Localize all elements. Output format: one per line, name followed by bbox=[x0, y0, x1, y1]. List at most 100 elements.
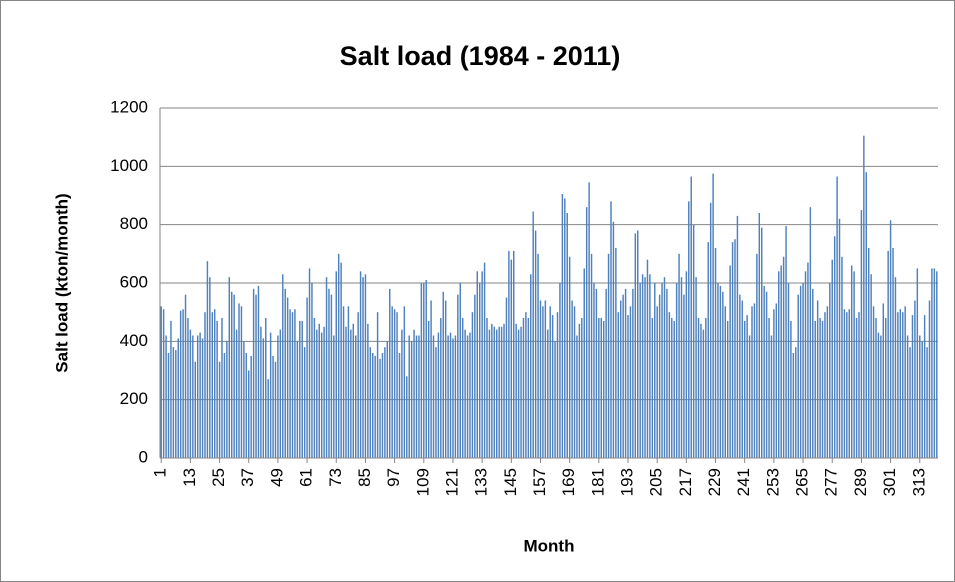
x-axis-label: Month bbox=[524, 536, 575, 555]
bar bbox=[357, 312, 359, 458]
x-tick-label: 61 bbox=[297, 468, 316, 487]
bar bbox=[865, 172, 868, 458]
bar bbox=[554, 341, 556, 458]
bar bbox=[432, 335, 435, 458]
bar bbox=[816, 300, 819, 458]
bar bbox=[931, 268, 933, 458]
bar bbox=[469, 332, 471, 458]
bar bbox=[162, 309, 165, 458]
bar bbox=[160, 306, 162, 458]
bar bbox=[695, 277, 697, 458]
bar bbox=[257, 285, 260, 458]
bar bbox=[240, 306, 243, 458]
y-axis-label: Salt load (kton/month) bbox=[52, 193, 71, 372]
bar bbox=[522, 318, 525, 458]
bar bbox=[301, 320, 303, 458]
bar bbox=[230, 291, 233, 458]
bar bbox=[279, 329, 282, 458]
bar bbox=[474, 294, 476, 458]
x-tick-label: 181 bbox=[588, 468, 607, 496]
bar bbox=[785, 226, 787, 458]
bar bbox=[170, 320, 172, 458]
bar bbox=[255, 294, 257, 458]
bar bbox=[741, 300, 744, 458]
bar bbox=[802, 283, 804, 458]
bar bbox=[372, 353, 374, 458]
bar bbox=[714, 248, 717, 458]
bar bbox=[369, 347, 372, 458]
bar bbox=[571, 300, 573, 458]
bar bbox=[488, 329, 491, 458]
x-tick-label: 121 bbox=[442, 468, 461, 496]
bar bbox=[724, 306, 726, 458]
bar bbox=[391, 306, 393, 458]
bar bbox=[410, 341, 413, 458]
bar bbox=[787, 283, 790, 458]
bar bbox=[260, 326, 262, 458]
bar bbox=[481, 271, 483, 458]
bar bbox=[223, 353, 226, 458]
bar bbox=[848, 309, 850, 458]
x-tick-label: 49 bbox=[267, 468, 286, 487]
bar bbox=[658, 294, 661, 458]
bar bbox=[308, 268, 311, 458]
bar bbox=[933, 268, 936, 458]
bar bbox=[425, 280, 427, 458]
bar bbox=[513, 250, 515, 458]
bar bbox=[547, 329, 549, 458]
bar bbox=[576, 335, 578, 458]
bar bbox=[936, 271, 938, 458]
bar bbox=[299, 320, 301, 458]
bar bbox=[498, 326, 500, 458]
bar bbox=[712, 173, 714, 458]
bar bbox=[904, 306, 906, 458]
bar bbox=[196, 335, 199, 458]
bar bbox=[238, 303, 240, 458]
x-tick-label: 313 bbox=[909, 468, 928, 496]
bar bbox=[211, 312, 214, 458]
bar bbox=[367, 323, 369, 458]
bar bbox=[739, 294, 741, 458]
bar bbox=[590, 253, 593, 458]
bar bbox=[843, 309, 846, 458]
bar bbox=[184, 294, 187, 458]
bar bbox=[179, 310, 182, 458]
bar bbox=[194, 361, 196, 458]
bar bbox=[539, 300, 542, 458]
bar bbox=[362, 277, 364, 458]
bar bbox=[427, 320, 430, 458]
bar bbox=[381, 353, 384, 458]
bar bbox=[722, 291, 724, 458]
bar bbox=[423, 283, 425, 458]
bar bbox=[440, 318, 442, 458]
bar bbox=[401, 329, 403, 458]
bar bbox=[418, 335, 420, 458]
bar bbox=[328, 288, 330, 458]
bar bbox=[284, 288, 286, 458]
bar bbox=[678, 253, 680, 458]
bar bbox=[335, 271, 337, 458]
bar bbox=[476, 271, 479, 458]
bar bbox=[692, 224, 695, 458]
bar bbox=[442, 291, 444, 458]
bar bbox=[330, 294, 333, 458]
x-tick-label: 13 bbox=[180, 468, 199, 487]
x-tick-label: 157 bbox=[530, 468, 549, 496]
bar bbox=[228, 277, 231, 458]
bar bbox=[165, 335, 167, 458]
bar bbox=[831, 259, 833, 458]
bar bbox=[761, 227, 763, 458]
bar bbox=[199, 332, 201, 458]
bar bbox=[765, 291, 768, 458]
bar bbox=[731, 242, 734, 458]
bar bbox=[561, 194, 564, 458]
bar bbox=[685, 271, 688, 458]
bar bbox=[858, 312, 860, 458]
x-tick-label: 241 bbox=[734, 468, 753, 496]
bar bbox=[403, 306, 406, 458]
bar bbox=[919, 335, 921, 458]
bar bbox=[855, 318, 858, 458]
bar bbox=[175, 350, 177, 458]
bar bbox=[875, 318, 877, 458]
bar bbox=[644, 277, 646, 458]
